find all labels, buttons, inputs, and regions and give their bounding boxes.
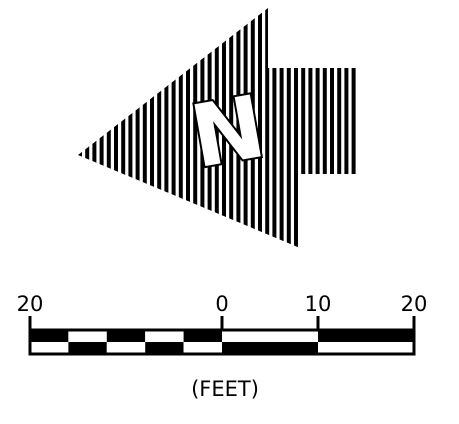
scale-bar-bottom-row [30, 342, 414, 354]
scale-bar-outline [28, 328, 416, 356]
scale-tick-label: 20 [401, 292, 428, 316]
scale-bar-top-row [30, 330, 414, 342]
scale-tick-label: 20 [17, 292, 44, 316]
scale-tick-label: 10 [305, 292, 332, 316]
scale-tick-label: 0 [215, 292, 228, 316]
north-letter: N [184, 77, 272, 188]
scale-unit-label: (FEET) [191, 377, 259, 401]
scale-bar: 20 0 10 20 (F [17, 292, 428, 401]
north-arrow: N [78, 8, 356, 248]
